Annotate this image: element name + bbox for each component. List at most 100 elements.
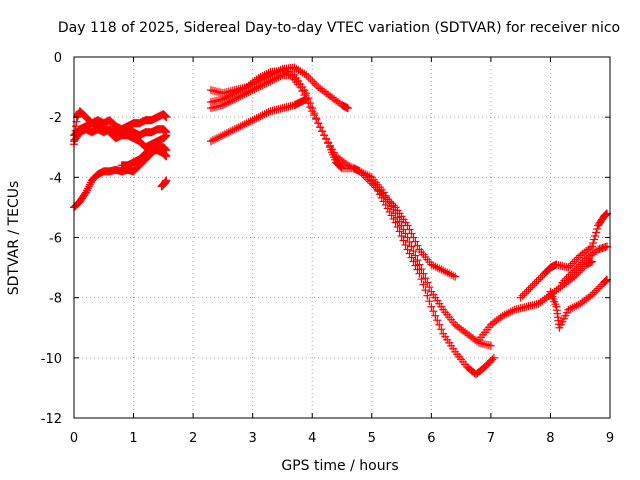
data-point (228, 126, 237, 135)
data-point (570, 257, 579, 266)
data-point (500, 310, 509, 319)
data-point (256, 73, 265, 82)
data-point (385, 198, 394, 207)
data-point (379, 188, 388, 197)
data-point (560, 276, 569, 285)
data-point (522, 287, 531, 296)
data-point (322, 135, 331, 144)
data-point (586, 244, 595, 253)
data-point (421, 274, 430, 283)
data-point (266, 77, 275, 86)
data-point (248, 116, 257, 125)
data-point (81, 188, 90, 197)
data-point (421, 286, 430, 295)
data-point (250, 85, 259, 94)
data-point (489, 353, 498, 362)
data-point (518, 291, 527, 300)
series-arc-f (157, 176, 171, 191)
data-point (562, 274, 571, 283)
data-point (306, 99, 315, 108)
data-point (260, 80, 269, 89)
data-point (258, 111, 267, 120)
data-point (355, 167, 364, 176)
data-point (397, 231, 406, 240)
data-point (246, 117, 255, 126)
data-point (314, 119, 323, 128)
data-point (427, 260, 436, 269)
data-point (516, 293, 525, 302)
data-point (363, 171, 372, 180)
data-point (162, 152, 171, 161)
data-point (250, 115, 259, 124)
data-point (572, 255, 581, 264)
data-point (534, 275, 543, 284)
data-point (433, 316, 442, 325)
data-point (262, 109, 271, 118)
data-point (230, 95, 239, 104)
data-point (423, 291, 432, 300)
data-point (393, 213, 402, 222)
data-point (506, 307, 515, 316)
data-point (564, 305, 573, 314)
series-layer (70, 63, 612, 379)
data-point (389, 214, 398, 223)
y-tick-label: -6 (49, 232, 62, 247)
data-point (395, 227, 404, 236)
data-point (256, 82, 265, 91)
data-point (252, 84, 261, 93)
data-point (214, 133, 223, 142)
x-tick-label: 1 (129, 431, 137, 446)
data-point (439, 266, 448, 275)
data-point (383, 195, 392, 204)
data-point (336, 162, 345, 171)
data-point (580, 256, 589, 265)
x-tick-label: 4 (308, 431, 316, 446)
data-point (592, 247, 601, 256)
data-point (588, 290, 597, 299)
series-arc-o (558, 242, 612, 287)
data-point (302, 95, 311, 104)
y-tick-label: -8 (49, 292, 62, 307)
data-point (435, 264, 444, 273)
data-point (343, 104, 352, 113)
data-point (218, 101, 227, 110)
data-point (316, 123, 325, 132)
data-point (425, 297, 434, 306)
data-point (254, 113, 263, 122)
data-point (417, 275, 426, 284)
data-point (532, 277, 541, 286)
data-point (399, 236, 408, 245)
data-point (302, 71, 311, 80)
data-point (429, 307, 438, 316)
data-point (258, 72, 267, 81)
data-point (230, 125, 239, 134)
data-point (264, 108, 273, 117)
data-point (162, 176, 171, 185)
data-point (536, 273, 545, 282)
data-point (564, 263, 573, 272)
data-point (308, 104, 317, 113)
data-point (520, 289, 529, 298)
data-point (445, 269, 454, 278)
data-point (593, 224, 602, 233)
data-point (232, 124, 241, 133)
data-point (588, 257, 597, 266)
data-point (383, 204, 392, 213)
data-point (472, 337, 481, 346)
series-arc-j (206, 95, 311, 146)
x-tick-label: 2 (189, 431, 197, 446)
data-point (566, 304, 575, 313)
x-tick-label: 6 (427, 431, 435, 446)
data-point (248, 86, 257, 95)
data-point (85, 180, 94, 189)
data-point (570, 302, 579, 311)
data-point (246, 87, 255, 96)
data-point (566, 270, 575, 279)
data-point (226, 127, 235, 136)
data-point (216, 132, 225, 141)
data-point (244, 118, 253, 127)
data-point (570, 266, 579, 275)
data-point (224, 128, 233, 137)
data-point (379, 197, 388, 206)
data-point (254, 74, 263, 83)
